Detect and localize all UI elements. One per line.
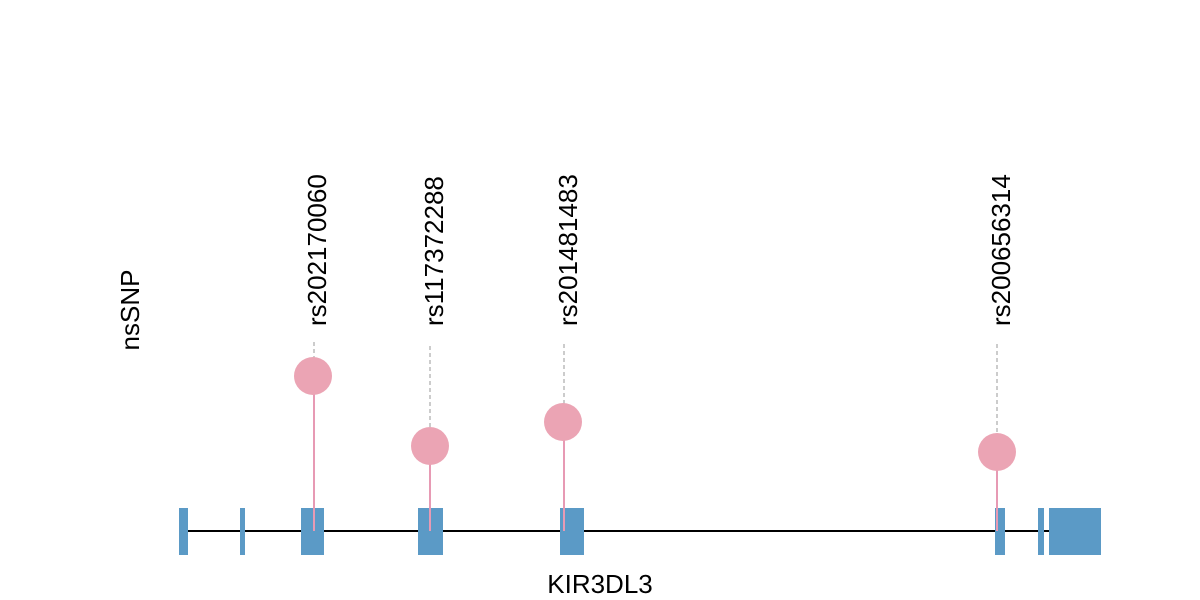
snp-label: rs200656314 (986, 174, 1016, 326)
snp-marker: rs201481483 (544, 174, 583, 531)
snp-marker: rs200656314 (978, 174, 1016, 531)
snp-point (978, 433, 1016, 471)
exon-2 (240, 508, 245, 555)
gene-model (179, 508, 1101, 555)
snp-marker: rs117372288 (411, 176, 449, 531)
snp-label: rs201481483 (553, 174, 583, 326)
exon-7 (1038, 508, 1044, 555)
snp-point (294, 357, 332, 395)
exon-1 (179, 508, 188, 555)
snp-point (544, 403, 582, 441)
gene-label: KIR3DL3 (547, 569, 653, 599)
exon-8 (1049, 508, 1101, 555)
snp-point (411, 427, 449, 465)
exon-6 (995, 508, 1005, 555)
exon-3 (301, 508, 324, 555)
track-label: nsSNP (115, 270, 145, 351)
snp-label: rs117372288 (419, 176, 449, 326)
snp-marker: rs202170060 (294, 174, 332, 531)
snp-label: rs202170060 (302, 174, 332, 326)
